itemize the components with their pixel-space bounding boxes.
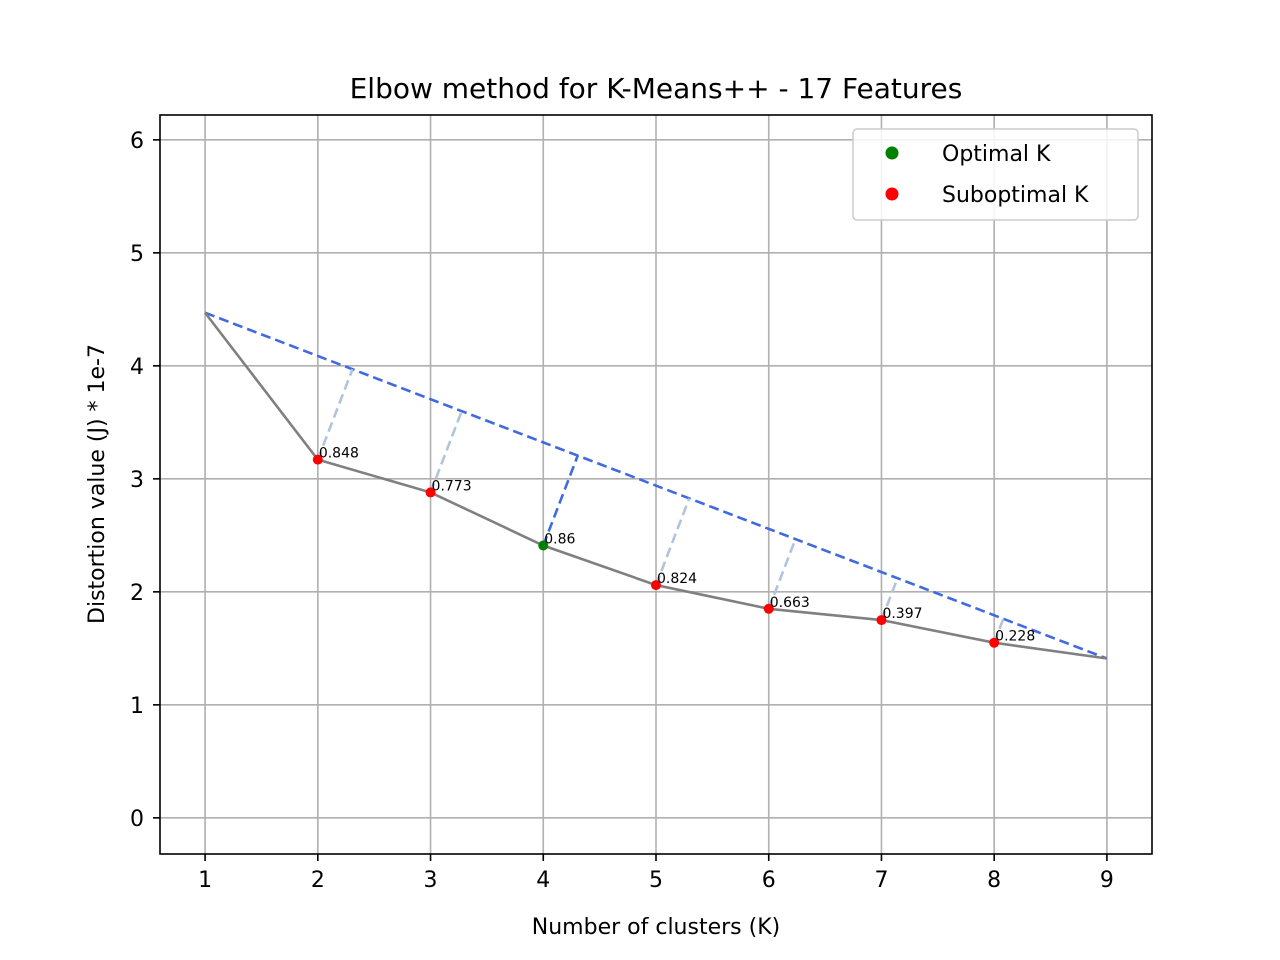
optimal-k-point	[538, 540, 549, 551]
distance-line	[767, 538, 797, 610]
x-tick-label: 5	[649, 868, 663, 893]
points-layer	[312, 454, 1000, 648]
ticks: 1 2 3 4 5 6 7 8 9 0 1 2 3 4 5 6	[130, 129, 1114, 893]
legend-optimal-label: Optimal K	[942, 142, 1051, 167]
legend-suboptimal-marker	[885, 187, 899, 201]
x-tick-label: 2	[311, 868, 325, 893]
distance-annotation: 0.397	[882, 606, 922, 622]
distance-line	[880, 577, 899, 621]
distance-line	[654, 497, 691, 586]
x-tick-label: 4	[536, 868, 550, 893]
suboptimal-k-point	[876, 615, 887, 626]
y-tick-label: 6	[130, 129, 144, 154]
y-tick-label: 1	[130, 694, 144, 719]
grid	[160, 115, 1152, 854]
y-tick-label: 3	[130, 468, 144, 493]
suboptimal-k-point	[763, 603, 774, 614]
legend-box	[852, 128, 1139, 221]
distance-annotation: 0.773	[432, 478, 472, 494]
distance-annotation: 0.86	[544, 532, 575, 548]
chord-line	[204, 311, 1108, 660]
x-tick-label: 7	[874, 868, 888, 893]
legend-optimal-marker	[885, 146, 899, 160]
x-tick-label: 8	[987, 868, 1001, 893]
distance-annotation: 0.228	[995, 629, 1035, 645]
x-tick-label: 9	[1100, 868, 1114, 893]
suboptimal-k-point	[425, 487, 436, 498]
annotation-layer: 0.848 0.773 0.86 0.824 0.663 0.397 0.228	[319, 446, 1035, 645]
y-tick-label: 2	[130, 581, 144, 606]
distance-annotation: 0.848	[319, 446, 359, 462]
legend-suboptimal-label: Suboptimal K	[942, 183, 1089, 208]
y-tick-label: 5	[130, 242, 144, 267]
suboptimal-k-point	[989, 637, 1000, 648]
distance-line	[316, 368, 354, 461]
optimal-distance-line	[542, 455, 579, 546]
x-axis-label: Number of clusters (K)	[532, 915, 780, 940]
chart-title: Elbow method for K-Means++ - 17 Features	[350, 72, 963, 105]
suboptimal-k-point	[651, 580, 661, 591]
x-tick-label: 6	[762, 868, 776, 893]
distance-annotation: 0.824	[657, 571, 697, 587]
legend: Optimal K Suboptimal K	[852, 128, 1139, 221]
y-tick-label: 0	[130, 807, 144, 832]
x-tick-label: 3	[424, 868, 438, 893]
suboptimal-k-point	[312, 454, 323, 465]
x-tick-label: 1	[198, 868, 212, 893]
y-axis-label: Distortion value (J) * 1e-7	[85, 344, 110, 624]
y-tick-label: 4	[130, 355, 144, 380]
distance-annotation: 0.663	[770, 595, 810, 611]
